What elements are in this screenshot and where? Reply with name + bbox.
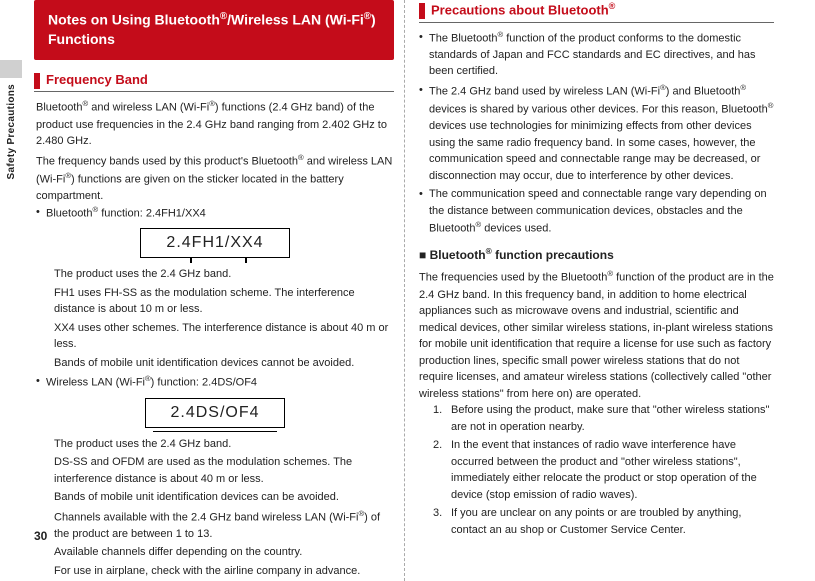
sub-heading: Bluetooth® function precautions xyxy=(419,245,774,264)
bullet-item: •The Bluetooth® function of the product … xyxy=(419,29,774,80)
sidebar-label: Safety Precautions xyxy=(4,84,19,179)
bullet-item: •The 2.4 GHz band used by wireless LAN (… xyxy=(419,82,774,184)
section-heading-frequency: Frequency Band xyxy=(34,70,394,93)
sub-line: Available channels differ depending on t… xyxy=(36,544,394,561)
paragraph: Bluetooth® and wireless LAN (Wi-Fi®) fun… xyxy=(36,98,394,149)
sidebar-tab: Safety Precautions xyxy=(0,60,22,240)
page-number: 30 xyxy=(34,527,47,545)
bullet-item: •The communication speed and connectable… xyxy=(419,186,774,237)
sub-line: FH1 uses FH-SS as the modulation scheme.… xyxy=(36,285,394,318)
title-box: Notes on Using Bluetooth®/Wireless LAN (… xyxy=(34,0,394,60)
section-heading-precautions: Precautions about Bluetooth® xyxy=(419,0,774,23)
frequency-label-figure-2: 2.4DS/OF4 xyxy=(145,398,285,428)
sub-line: Bands of mobile unit identification devi… xyxy=(36,355,394,372)
sub-line: The product uses the 2.4 GHz band. xyxy=(36,436,394,453)
sub-line: For use in airplane, check with the airl… xyxy=(36,563,394,580)
sub-line: Channels available with the 2.4 GHz band… xyxy=(36,508,394,543)
bullet-item: • Wireless LAN (Wi-Fi®) function: 2.4DS/… xyxy=(36,373,394,391)
left-column: Notes on Using Bluetooth®/Wireless LAN (… xyxy=(34,0,404,581)
frequency-label-figure-1: 2.4FH1/XX4 xyxy=(140,228,290,258)
bullet-item: • Bluetooth® function: 2.4FH1/XX4 xyxy=(36,204,394,222)
numbered-list: 1.Before using the product, make sure th… xyxy=(419,402,774,538)
sub-line: DS-SS and OFDM are used as the modulatio… xyxy=(36,454,394,487)
right-column: Precautions about Bluetooth® •The Blueto… xyxy=(404,0,774,581)
sub-line: The product uses the 2.4 GHz band. xyxy=(36,266,394,283)
paragraph: The frequency bands used by this product… xyxy=(36,152,394,205)
sub-line: XX4 uses other schemes. The interference… xyxy=(36,320,394,353)
paragraph: The frequencies used by the Bluetooth® f… xyxy=(419,268,774,402)
sub-line: Bands of mobile unit identification devi… xyxy=(36,489,394,506)
